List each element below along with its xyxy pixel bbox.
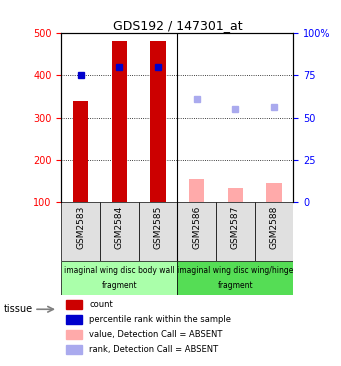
Text: percentile rank within the sample: percentile rank within the sample [89,315,231,324]
Text: count: count [89,300,113,309]
Text: GSM2588: GSM2588 [269,205,279,249]
Text: tissue: tissue [3,304,32,314]
Text: value, Detection Call = ABSENT: value, Detection Call = ABSENT [89,330,223,339]
Bar [150,41,166,202]
Text: fragment: fragment [218,280,253,290]
FancyBboxPatch shape [139,202,177,261]
Text: rank, Detection Call = ABSENT: rank, Detection Call = ABSENT [89,345,218,354]
FancyBboxPatch shape [61,261,177,295]
FancyBboxPatch shape [177,202,216,261]
FancyBboxPatch shape [61,202,100,261]
Text: GSM2583: GSM2583 [76,205,85,249]
Text: GSM2585: GSM2585 [153,205,163,249]
Bar [73,101,88,202]
Text: imaginal wing disc body wall: imaginal wing disc body wall [64,266,175,274]
Bar [112,41,127,202]
FancyBboxPatch shape [216,202,255,261]
Bar [266,183,282,202]
Text: fragment: fragment [102,280,137,290]
Text: imaginal wing disc wing/hinge: imaginal wing disc wing/hinge [177,266,294,274]
Text: GSM2586: GSM2586 [192,205,201,249]
Bar [189,179,204,202]
Text: GSM2584: GSM2584 [115,205,124,249]
FancyBboxPatch shape [100,202,139,261]
Bar [227,188,243,202]
Title: GDS192 / 147301_at: GDS192 / 147301_at [113,19,242,32]
Bar [66,330,82,339]
Text: GSM2587: GSM2587 [231,205,240,249]
Bar [66,300,82,309]
Bar [66,345,82,354]
FancyBboxPatch shape [255,202,293,261]
Bar [66,315,82,324]
FancyBboxPatch shape [177,261,293,295]
